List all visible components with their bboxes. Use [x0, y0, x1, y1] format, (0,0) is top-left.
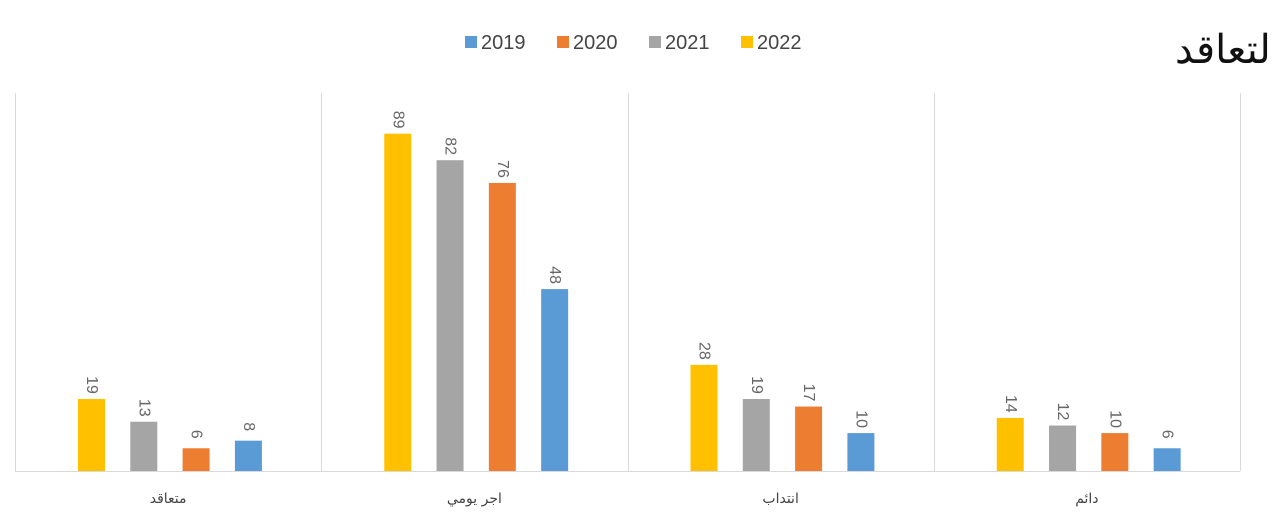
bar-2022-متعاقد	[78, 398, 105, 471]
legend-swatch-2020	[557, 36, 569, 48]
data-label-2019-دائم: 6	[1159, 430, 1176, 439]
bar-2022-دائم	[996, 417, 1024, 471]
data-label-2021-متعاقد: 13	[135, 399, 152, 417]
data-label-2022-اجر-يومي: 89	[389, 111, 406, 129]
bar-2022-اجر-يومي	[384, 133, 412, 471]
legend-label-2020: 2020	[573, 32, 618, 54]
bar-2020-متعاقد	[182, 448, 210, 471]
category-separators	[15, 93, 1241, 471]
bar-2020-اجر-يومي	[488, 182, 516, 471]
data-label-2020-دائم: 10	[1106, 410, 1123, 428]
bar-2020-انتداب	[795, 406, 823, 471]
data-label-2022-متعاقد: 19	[83, 376, 100, 394]
bar-2022-انتداب	[690, 364, 718, 471]
legend: 2019 2020 2021 2022	[465, 32, 802, 54]
bar-2020-دائم	[1101, 433, 1129, 471]
legend-label-2019: 2019	[481, 32, 526, 54]
category-label-انتداب: انتداب	[762, 491, 798, 507]
bar-2021-متعاقد	[130, 421, 158, 471]
bar-2019-متعاقد	[234, 440, 262, 471]
data-label-2019-متعاقد: 8	[240, 422, 257, 431]
category-labels-group: متعاقد اجر يومي انتداب دائم	[150, 491, 1099, 507]
legend-label-2021: 2021	[665, 32, 710, 54]
data-labels-group: 19 13 6 8 89 82 76 48 28 19 17 10 14 12 10 6	[83, 111, 1176, 439]
data-label-2020-متعاقد: 6	[188, 430, 205, 439]
bar-2019-اجر-يومي	[541, 289, 569, 471]
chart-title: نوع التعاقد	[1175, 27, 1274, 73]
legend-label-2022: 2022	[757, 32, 802, 54]
bar-2021-انتداب	[742, 398, 770, 471]
data-label-2020-اجر-يومي: 76	[494, 160, 511, 178]
category-label-دائم: دائم	[1075, 491, 1098, 507]
data-label-2021-اجر-يومي: 82	[442, 137, 459, 155]
bar-2021-اجر-يومي	[436, 160, 464, 471]
bar-2019-انتداب	[847, 433, 875, 471]
category-label-متعاقد: متعاقد	[150, 491, 187, 507]
bar-2019-دائم	[1153, 448, 1181, 471]
data-label-2019-انتداب: 10	[852, 410, 869, 428]
data-label-2020-انتداب: 17	[800, 384, 817, 402]
category-label-اجر-يومي: اجر يومي	[447, 491, 502, 507]
data-label-2022-انتداب: 28	[696, 342, 713, 360]
legend-swatch-2019	[465, 36, 477, 48]
data-label-2019-اجر-يومي: 48	[546, 266, 563, 284]
data-label-2021-انتداب: 19	[748, 376, 765, 394]
bar-2021-دائم	[1049, 425, 1077, 471]
legend-swatch-2021	[649, 36, 661, 48]
data-label-2021-دائم: 12	[1054, 403, 1071, 421]
legend-swatch-2022	[741, 36, 753, 48]
bars-group	[78, 133, 1181, 471]
data-label-2022-دائم: 14	[1002, 395, 1019, 413]
